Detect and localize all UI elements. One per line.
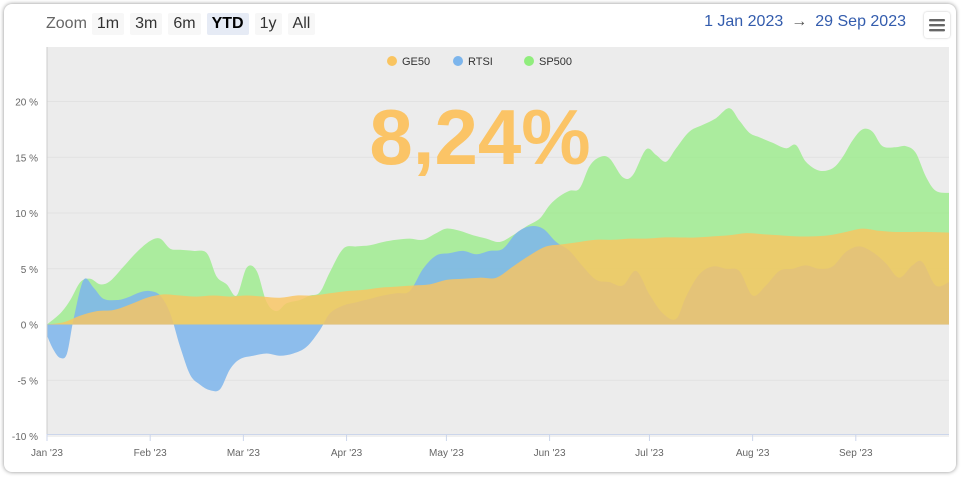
area-ge50[interactable]: [47, 228, 949, 325]
series-areas: [47, 108, 949, 392]
legend-label: GE50: [402, 56, 430, 68]
zoom-button-ytd[interactable]: YTD: [206, 13, 249, 35]
range-to-date[interactable]: 29 Sep 2023: [815, 13, 906, 30]
zoom-label: Zoom: [46, 15, 87, 32]
y-tick-label: -10 %: [12, 432, 38, 443]
x-tick-label: Aug '23: [736, 448, 770, 459]
legend-item-sp500[interactable]: SP500: [524, 56, 572, 68]
zoom-button-6m[interactable]: 6m: [168, 13, 201, 35]
x-tick-label: Apr '23: [331, 448, 363, 459]
x-tick-label: Feb '23: [134, 448, 167, 459]
range-from-date[interactable]: 1 Jan 2023: [704, 13, 784, 30]
x-tick-label: Mar '23: [227, 448, 260, 459]
x-tick-label: Sep '23: [839, 448, 873, 459]
context-menu-button[interactable]: [924, 12, 950, 38]
chart-card: Zoom 1m 3m 6m YTD 1y All 1 Jan 2023 → 29…: [4, 4, 956, 472]
y-tick-label: 0 %: [21, 321, 38, 332]
big-value-label: 8,24%: [369, 93, 590, 181]
legend-item-ge50[interactable]: GE50: [387, 56, 430, 68]
zoom-button-1m[interactable]: 1m: [91, 13, 125, 35]
y-tick-label: 10 %: [15, 209, 38, 220]
zoom-button-all[interactable]: All: [287, 13, 316, 35]
x-tick-label: Jan '23: [31, 448, 63, 459]
legend-item-rtsi[interactable]: RTSI: [453, 56, 493, 68]
y-tick-label: 15 %: [15, 153, 38, 164]
legend-symbol: [524, 56, 534, 66]
chart-svg: 20 % 15 % 10 % 5 % 0 % -5 % -10 % Jan '23 Feb '2…: [12, 47, 949, 459]
x-tick-label: Jun '23: [534, 448, 566, 459]
legend-label: RTSI: [468, 56, 493, 68]
x-tick-label: May '23: [429, 448, 464, 459]
date-range: 1 Jan 2023 → 29 Sep 2023: [704, 13, 906, 31]
axes: 20 % 15 % 10 % 5 % 0 % -5 % -10 % Jan '23 Feb '2…: [12, 47, 949, 459]
y-tick-label: -5 %: [17, 376, 38, 387]
legend-symbol: [387, 56, 397, 66]
range-arrow: →: [791, 13, 808, 30]
legend-label: SP500: [539, 56, 572, 68]
legend: GE50 RTSI SP500: [387, 56, 572, 68]
zoom-button-1y[interactable]: 1y: [254, 13, 282, 35]
y-tick-label: 5 %: [21, 265, 38, 276]
legend-symbol: [453, 56, 463, 66]
x-tick-label: Jul '23: [635, 448, 664, 459]
range-selector: Zoom 1m 3m 6m YTD 1y All: [46, 13, 321, 35]
zoom-button-3m[interactable]: 3m: [130, 13, 163, 35]
hamburger-menu-icon: [929, 19, 945, 32]
y-tick-label: 20 %: [15, 98, 38, 109]
